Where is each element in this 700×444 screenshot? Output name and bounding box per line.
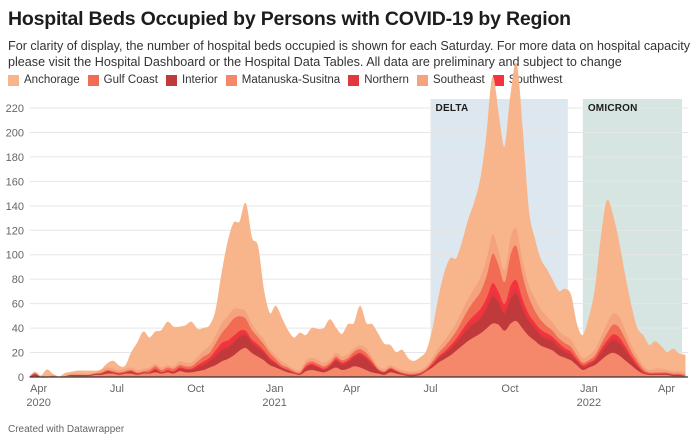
y-tick-label: 200 — [6, 127, 24, 139]
x-tick-label: Jul — [110, 383, 124, 395]
footer-credit: Created with Datawrapper — [8, 424, 125, 435]
legend-item-northern: Northern — [348, 74, 409, 86]
legend-swatch — [416, 74, 428, 86]
x-tick-label: Apr — [30, 383, 47, 395]
annotation-label-omicron: OMICRON — [588, 103, 638, 114]
x-tick-year-label: 2022 — [577, 397, 601, 409]
y-tick-label: 0 — [18, 372, 24, 384]
x-tick-label: Oct — [187, 383, 204, 395]
legend-label: Northern — [364, 74, 409, 86]
y-tick-label: 140 — [6, 201, 24, 213]
legend-item-gulf-coast: Gulf Coast — [87, 74, 158, 86]
chart-title: Hospital Beds Occupied by Persons with C… — [8, 8, 571, 30]
x-tick-label: Apr — [343, 383, 360, 395]
y-tick-label: 40 — [12, 323, 24, 335]
x-tick-label: Jan — [580, 383, 598, 395]
x-tick-label: Jul — [424, 383, 438, 395]
legend: Anchorage Gulf Coast Interior Matanuska-… — [8, 74, 570, 86]
x-tick-year-label: 2021 — [262, 397, 286, 409]
y-tick-label: 60 — [12, 299, 24, 311]
y-tick-label: 100 — [6, 250, 24, 262]
legend-swatch — [87, 74, 99, 86]
legend-item-southwest: Southwest — [492, 74, 563, 86]
legend-swatch — [492, 74, 504, 86]
legend-swatch — [8, 74, 19, 86]
x-tick-label: Jan — [266, 383, 284, 395]
y-tick-label: 120 — [6, 225, 24, 237]
legend-label: Anchorage — [24, 74, 80, 86]
legend-swatch — [165, 74, 177, 86]
legend-item-southeast: Southeast — [416, 74, 485, 86]
legend-label: Matanuska-Susitna — [241, 74, 341, 86]
x-tick-label: Apr — [658, 383, 675, 395]
y-tick-label: 80 — [12, 274, 24, 286]
x-tick-label: Oct — [501, 383, 518, 395]
chart-description: For clarity of display, the number of ho… — [8, 39, 691, 69]
legend-item-matanuska-susitna: Matanuska-Susitna — [225, 74, 341, 86]
y-tick-label: 180 — [6, 152, 24, 164]
legend-label: Gulf Coast — [103, 74, 158, 86]
legend-label: Interior — [181, 74, 218, 86]
annotation-label-delta: DELTA — [436, 103, 469, 114]
legend-item-anchorage: Anchorage — [8, 74, 80, 86]
y-tick-label: 20 — [12, 348, 24, 360]
legend-swatch — [348, 74, 360, 86]
y-tick-label: 160 — [6, 176, 24, 188]
legend-label: Southwest — [508, 74, 563, 86]
legend-item-interior: Interior — [165, 74, 218, 86]
legend-label: Southeast — [432, 74, 485, 86]
y-tick-label: 220 — [6, 103, 24, 115]
legend-swatch — [225, 74, 237, 86]
area-anchorage — [28, 62, 686, 378]
x-tick-year-label: 2020 — [26, 397, 50, 409]
